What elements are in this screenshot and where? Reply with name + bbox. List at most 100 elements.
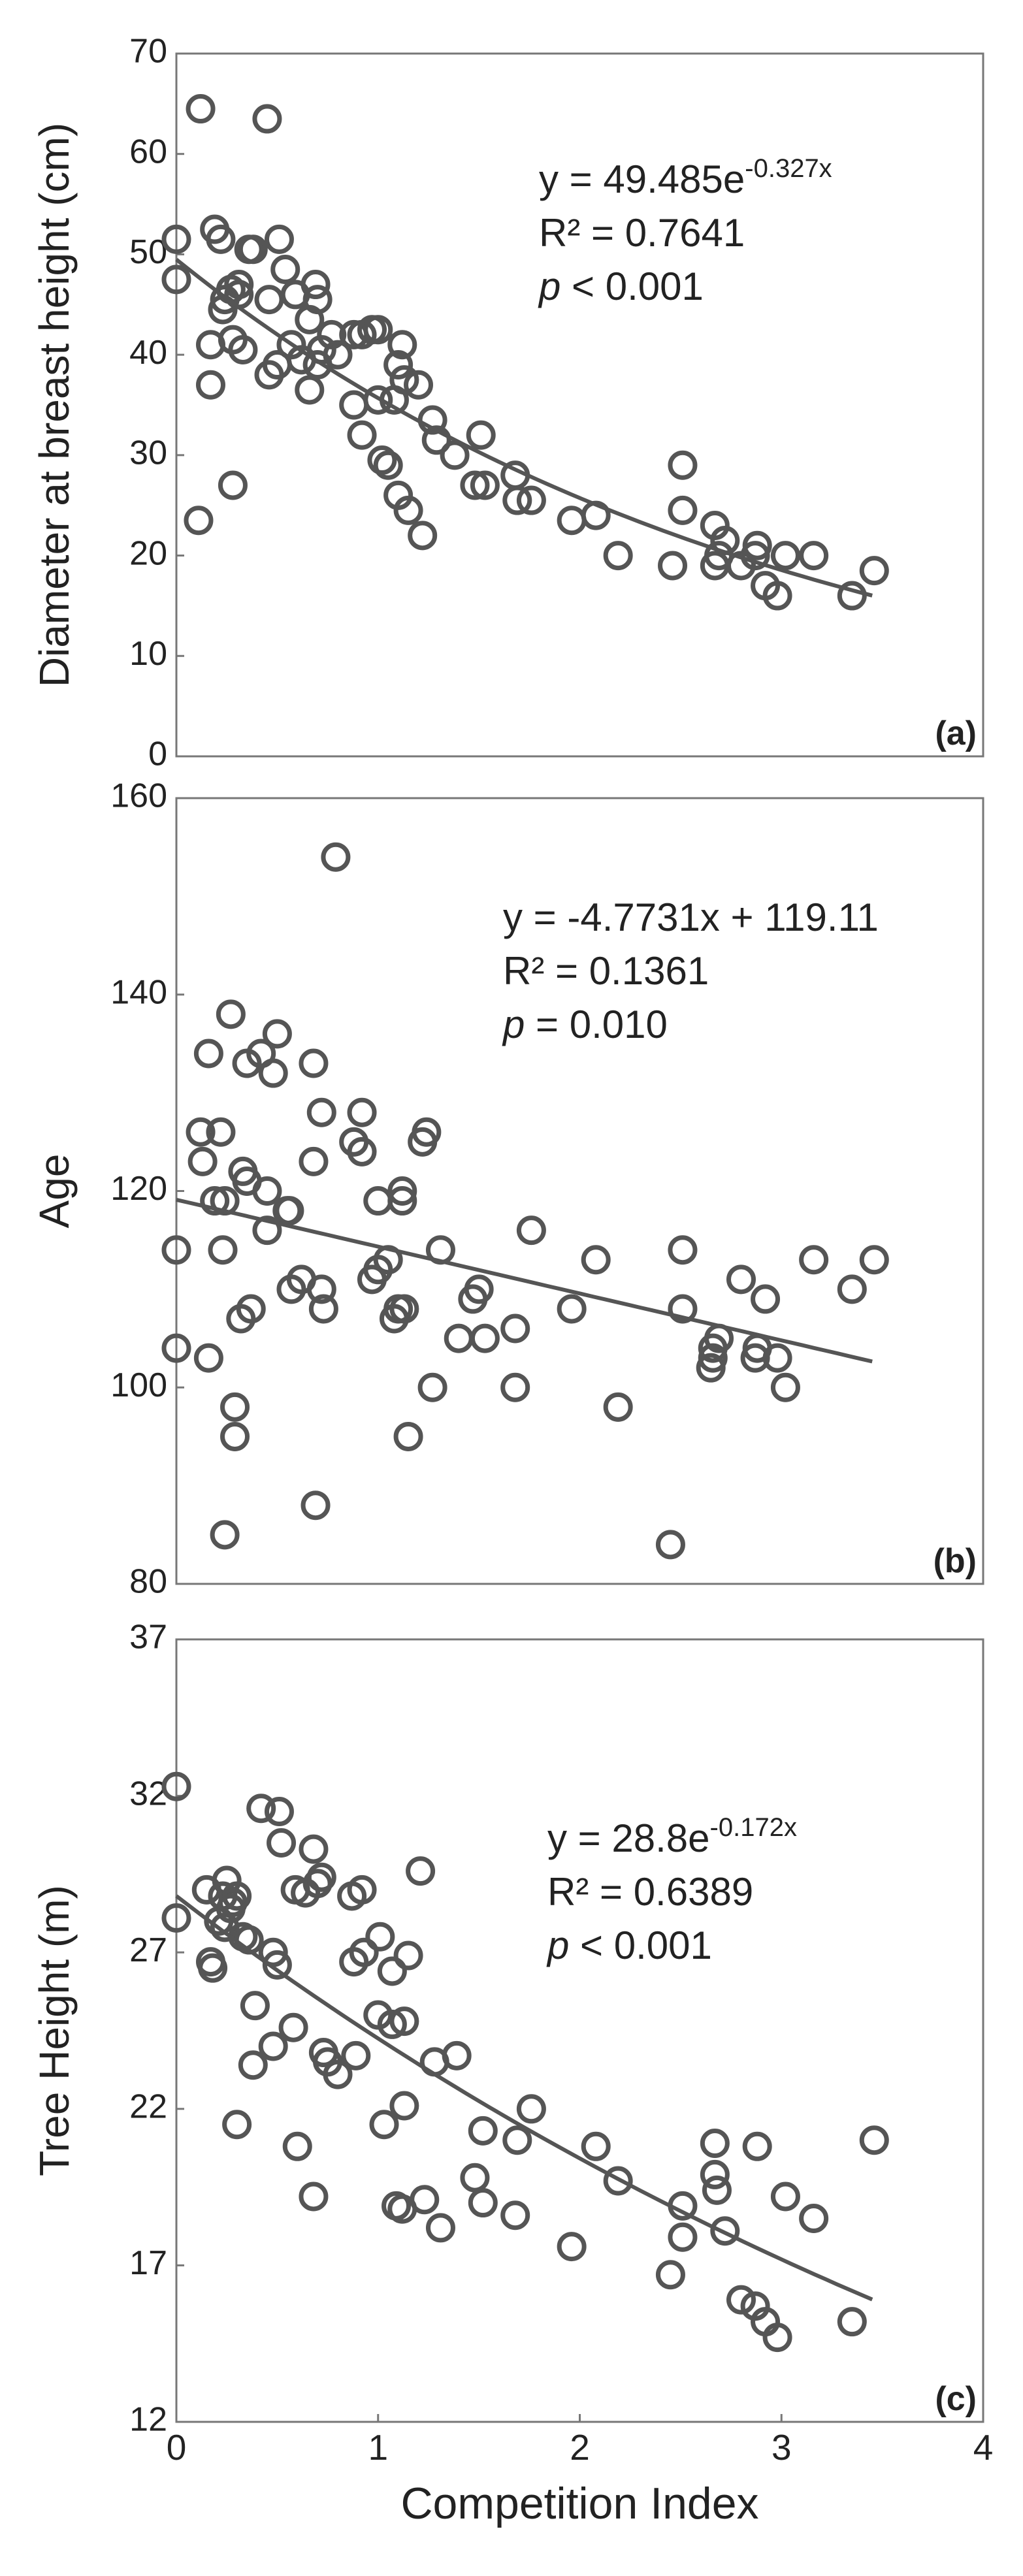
y-tick-label: 32 [129, 1775, 167, 1812]
data-point [187, 1146, 218, 1176]
panel-label: (b) [934, 1542, 977, 1580]
data-point [264, 224, 294, 254]
data-point [195, 370, 225, 400]
data-point [302, 285, 333, 315]
p-symbol: p [538, 265, 560, 308]
data-point [258, 1937, 288, 1967]
data-point [262, 1950, 292, 1980]
data-point [193, 1343, 223, 1373]
data-point [440, 440, 470, 470]
p-text: = 0.010 [525, 1003, 668, 1046]
data-point [502, 485, 532, 515]
y-axis-title: Tree Height (m) [31, 1885, 78, 2176]
data-point [218, 470, 248, 500]
y-tick-label: 37 [129, 1618, 167, 1656]
data-point [161, 1235, 191, 1265]
data-point [470, 1323, 500, 1353]
data-point [668, 1294, 698, 1324]
data-point [799, 541, 829, 571]
data-point [200, 1186, 230, 1216]
y-tick-label: 12 [129, 2401, 167, 2439]
data-point [726, 1264, 756, 1295]
data-point [349, 1937, 379, 1967]
y-tick-label: 0 [148, 735, 167, 773]
y-tick-label: 140 [110, 973, 167, 1011]
data-point [282, 2131, 312, 2161]
y-tick-label: 70 [129, 33, 167, 71]
y-tick-label: 20 [129, 534, 167, 572]
data-point [206, 1117, 236, 1147]
data-point [726, 2285, 756, 2315]
data-point [377, 2009, 407, 2039]
data-point [339, 390, 369, 420]
data-point [161, 1333, 191, 1363]
data-point [387, 330, 417, 360]
data-point [702, 2175, 732, 2205]
data-point [603, 541, 633, 571]
data-point [516, 485, 546, 515]
data-point [751, 1284, 781, 1314]
y-axis-title: Age [31, 1154, 78, 1229]
y-axis-title: Diameter at breast height (cm) [31, 123, 78, 687]
data-point [299, 2182, 329, 2212]
data-point [470, 470, 500, 500]
data-point [389, 2006, 419, 2037]
p-value: p < 0.001 [538, 265, 704, 308]
data-point [581, 2131, 611, 2161]
y-tick-label: 160 [110, 777, 167, 815]
data-point [516, 1216, 546, 1246]
y-tick-label: 27 [129, 1931, 167, 1969]
data-point [859, 1245, 889, 1275]
data-point [363, 385, 393, 415]
data-point [837, 581, 867, 611]
data-point [393, 1940, 423, 1971]
plot-frame [175, 52, 984, 758]
data-point [373, 450, 403, 480]
trend-line [176, 1197, 873, 1364]
r-squared: R² = 0.7641 [539, 211, 745, 255]
data-point [770, 541, 800, 571]
data-point [317, 319, 347, 349]
equation-text: y = 49.485e [539, 157, 745, 201]
data-point [859, 2125, 889, 2155]
data-point [468, 2188, 498, 2218]
data-point [742, 2131, 772, 2161]
y-tick-label: 22 [129, 2088, 167, 2126]
equation-text: y = -4.7731x + 119.11 [503, 895, 879, 939]
data-point [500, 1372, 530, 1402]
y-tick-label: 120 [110, 1170, 167, 1208]
data-point [698, 1343, 728, 1373]
x-tick-label: 3 [771, 2427, 792, 2468]
data-point [161, 1771, 191, 1801]
data-point [299, 1048, 329, 1078]
equation: y = 49.485e-0.327x [539, 154, 832, 201]
data-point [300, 270, 331, 300]
data-point [410, 2185, 440, 2215]
data-point [700, 2159, 730, 2189]
data-point [238, 234, 268, 265]
data-point [278, 2012, 308, 2042]
data-point [365, 1922, 395, 1952]
data-point [389, 2091, 419, 2121]
equation-exponent: -0.327x [745, 154, 832, 183]
data-point [258, 1058, 288, 1088]
data-point [770, 1372, 800, 1402]
data-point [516, 2094, 546, 2124]
data-point [228, 334, 258, 364]
data-point [668, 2222, 698, 2252]
data-point [184, 506, 214, 536]
y-tick-label: 30 [129, 434, 167, 472]
plot-frame [175, 1638, 984, 2423]
data-point [762, 1343, 792, 1373]
data-point [252, 104, 282, 134]
data-point [238, 2050, 268, 2080]
equation-text: y = 28.8e [547, 1816, 710, 1860]
p-symbol: p [502, 1003, 525, 1046]
data-point [258, 2031, 288, 2061]
data-point [799, 2204, 829, 2234]
data-point [300, 1490, 331, 1521]
trend-line [175, 257, 873, 598]
data-point [198, 1953, 228, 1983]
data-point [655, 2260, 685, 2290]
